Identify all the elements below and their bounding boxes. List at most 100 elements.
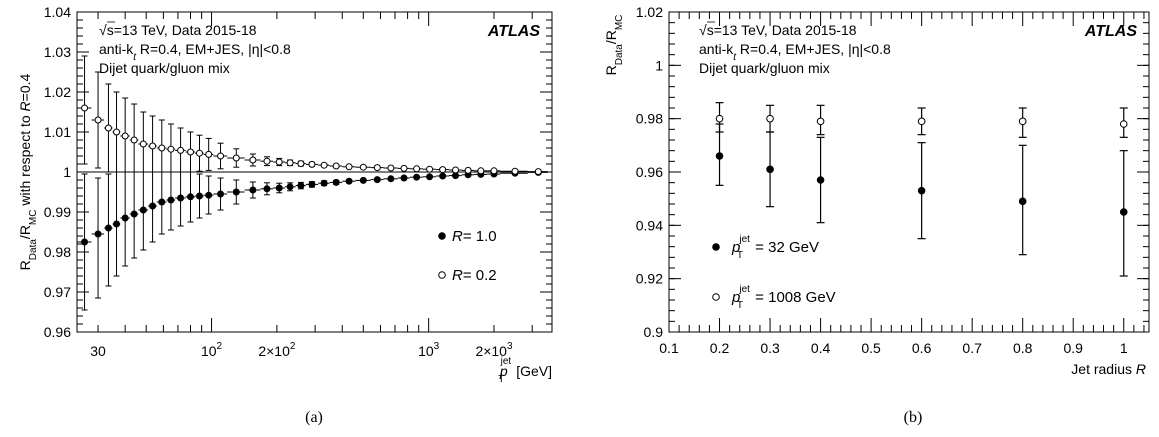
energy-label-a: √s=13 TeV, Data 2015-18 — [99, 22, 257, 38]
point-r02 — [534, 168, 542, 176]
point-r10 — [308, 180, 316, 188]
point-r02 — [464, 166, 472, 174]
point-r10 — [387, 175, 395, 183]
point-r02 — [81, 104, 89, 112]
point-r02 — [232, 154, 240, 162]
y-axis-label-b: RData/RMC — [603, 15, 625, 76]
x-tick-label-b: 0.8 — [1013, 340, 1033, 356]
point-r02 — [167, 145, 175, 153]
point-r02 — [320, 161, 328, 169]
y-tick-label-a: 1.04 — [44, 4, 71, 20]
point-r10 — [249, 186, 257, 194]
y-tick-label-a: 0.97 — [44, 284, 71, 300]
x-tick-label-b: 0.2 — [710, 340, 730, 356]
atlas-label-a: ATLAS — [487, 23, 540, 40]
x-tick-label-b: 0.4 — [811, 340, 831, 356]
point-r02 — [511, 167, 519, 175]
point-r10 — [413, 173, 421, 181]
y-tick-label-b: 0.98 — [636, 111, 663, 127]
point-r10 — [332, 178, 340, 186]
point-r02 — [196, 149, 204, 157]
point-r02 — [477, 167, 485, 175]
y-tick-label-b: 0.9 — [644, 324, 664, 340]
legend-marker-r02 — [438, 271, 446, 279]
point-r02 — [490, 167, 498, 175]
point-r10 — [130, 210, 138, 218]
sample-label-a: Dijet quark/gluon mix — [99, 60, 230, 76]
point-r10 — [94, 230, 102, 238]
panel-b: 0.9 0.92 0.94 0.96 0.98 1 1.02 0.1 0.2 0.3 0.4 0.5 0… — [603, 4, 1150, 426]
data-points-a — [77, 55, 548, 311]
axis-ticks-a: 0.96 0.97 0.98 0.99 1 1.01 1.02 1.03 1.04 30 102 2×… — [44, 4, 552, 359]
point-1008gev — [1018, 117, 1027, 126]
x-tick-label-b: 0.5 — [861, 340, 881, 356]
y-tick-label-b: 1 — [655, 57, 663, 73]
energy-label-b: √s=13 TeV, Data 2015-18 — [699, 22, 857, 38]
point-r02 — [439, 166, 447, 174]
point-1008gev — [715, 114, 724, 123]
y-tick-label-a: 1.02 — [44, 84, 71, 100]
point-r10 — [286, 183, 294, 191]
point-r10 — [113, 220, 121, 228]
x-tick-label-b: 1 — [1120, 340, 1128, 356]
point-r10 — [121, 214, 129, 222]
point-r02 — [373, 164, 381, 172]
y-tick-label-a: 1.01 — [44, 124, 71, 140]
point-1008gev — [766, 114, 774, 123]
y-tick-label-b: 0.92 — [636, 271, 663, 287]
point-r02 — [400, 164, 408, 172]
point-r02 — [187, 148, 195, 156]
point-r10 — [177, 194, 185, 202]
point-r10 — [104, 224, 112, 232]
point-1008gev — [917, 117, 926, 126]
x-axis-label-a: pjet T [GeV] — [498, 356, 552, 385]
point-1008gev — [1119, 120, 1128, 128]
legend-label-r10: R= 1.0 — [452, 228, 497, 245]
legend-marker-1008gev — [712, 293, 720, 301]
point-r02 — [158, 144, 166, 152]
x-tick-label-a: 103 — [418, 341, 440, 359]
point-r02 — [249, 156, 257, 164]
y-axis-label-a: RData/RMC with respect to R=0.4 — [17, 73, 39, 270]
point-r02 — [426, 165, 434, 173]
legend-label-32gev: pjet T = 32 GeV — [731, 234, 819, 261]
y-tick-label-a: 1.03 — [44, 44, 71, 60]
point-r02 — [205, 150, 213, 158]
point-r02 — [121, 132, 129, 140]
algorithm-label-a: anti-kt R=0.4, EM+JES, |η|<0.8 — [99, 41, 291, 63]
point-r02 — [113, 128, 121, 136]
point-r10 — [196, 192, 204, 200]
point-r10 — [187, 193, 195, 201]
point-r02 — [387, 164, 395, 172]
point-r10 — [297, 182, 305, 190]
point-32gev — [1018, 197, 1027, 206]
point-r02 — [452, 166, 460, 174]
caption-a: (a) — [305, 409, 323, 426]
point-r02 — [286, 159, 294, 167]
point-r02 — [345, 163, 353, 171]
point-r02 — [275, 158, 283, 166]
point-r02 — [263, 157, 271, 165]
point-r10 — [232, 188, 240, 196]
legend-marker-32gev — [712, 243, 720, 251]
y-tick-label-a: 0.99 — [44, 204, 71, 220]
sample-label-b: Dijet quark/gluon mix — [699, 60, 830, 76]
y-tick-label-b: 0.96 — [636, 164, 663, 180]
point-r02 — [130, 136, 138, 144]
y-tick-label-a: 0.96 — [44, 324, 71, 340]
point-r10 — [373, 176, 381, 184]
point-r02 — [308, 160, 316, 168]
point-r10 — [345, 177, 353, 185]
point-r10 — [439, 172, 447, 180]
point-r02 — [413, 165, 421, 173]
point-r02 — [139, 140, 147, 148]
point-r10 — [359, 176, 367, 184]
atlas-label-b: ATLAS — [1084, 23, 1137, 40]
x-tick-label-b: 0.7 — [962, 340, 982, 356]
x-tick-label-b: 0.6 — [912, 340, 932, 356]
x-tick-label-a: 2×103 — [475, 341, 513, 359]
point-r02 — [94, 116, 102, 124]
point-r02 — [149, 142, 157, 150]
point-r10 — [217, 190, 225, 198]
